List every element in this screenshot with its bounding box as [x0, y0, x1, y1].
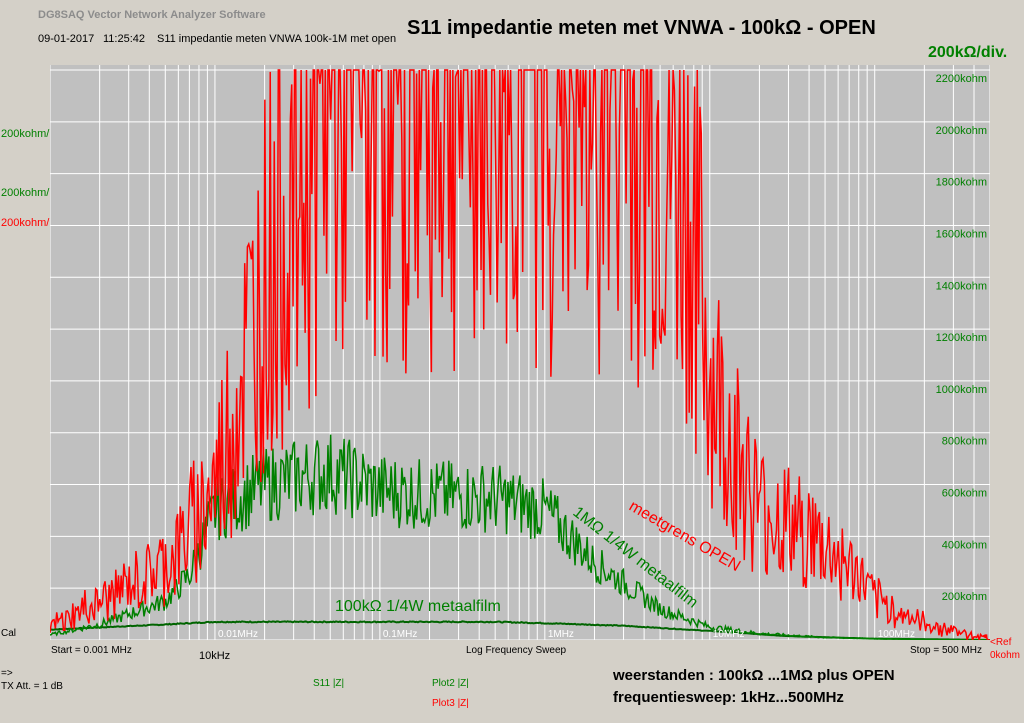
trace-plot2-label[interactable]: Plot2 |Z| — [432, 678, 469, 689]
y-tick-label: 1000kohm — [936, 384, 987, 396]
impedance-chart[interactable]: 0.01MHz 0.1MHz 1MHz 10MHz 100MHz 2200kohm 2000… — [50, 65, 990, 640]
trace-open — [50, 69, 990, 640]
tx-att: TX Att. = 1 dB — [1, 681, 63, 692]
y-tick-label: 200kohm — [942, 591, 987, 603]
x-tick-label: 0.1MHz — [383, 629, 417, 640]
trace-s11-label[interactable]: S11 |Z| — [313, 678, 345, 689]
y-tick-label: 1200kohm — [936, 332, 987, 344]
caption-line2: frequentiesweep: 1kHz...500MHz — [613, 689, 844, 706]
caption-line1: weerstanden : 100kΩ ...1MΩ plus OPEN — [613, 667, 895, 684]
sweep-type: Log Frequency Sweep — [466, 645, 567, 656]
tx-arrow: => — [1, 668, 13, 679]
y-tick-label: 400kohm — [942, 539, 987, 551]
ref-marker: ◄ — [981, 632, 989, 641]
y-tick-label: 1800kohm — [936, 177, 987, 189]
file-label: S11 impedantie meten VNWA 100k-1M met op… — [157, 33, 397, 45]
annotation-100k: 100kΩ 1/4W metaalfilm — [335, 598, 501, 615]
y-tick-label: 2200kohm — [936, 73, 987, 85]
y-tick-label: 800kohm — [942, 436, 987, 448]
app-title: DG8SAQ Vector Network Analyzer Software — [38, 9, 266, 21]
y-tick-label: 600kohm — [942, 488, 987, 500]
x-tick-label: 1MHz — [548, 629, 574, 640]
y-tick-label: 1600kohm — [936, 228, 987, 240]
sweep-start: Start = 0.001 MHz — [51, 645, 132, 656]
main-title: S11 impedantie meten met VNWA - 100kΩ - … — [407, 17, 876, 39]
x-tick-label: 100MHz — [878, 629, 915, 640]
y-tick-label: 2000kohm — [936, 125, 987, 137]
y-tick-label: 1400kohm — [936, 280, 987, 292]
cal-label: Cal — [1, 628, 17, 639]
scale-label: 200kΩ/div. — [928, 44, 1008, 61]
trace-scale-label: 200kohm/ — [1, 217, 50, 229]
trace-plot3-label[interactable]: Plot3 |Z| — [432, 698, 469, 709]
x-tick-label: 10MHz — [713, 629, 745, 640]
trace-scale-label: 200kohm/ — [1, 128, 50, 140]
ref-value: 0kohm — [990, 650, 1021, 661]
x-tick-label: 0.01MHz — [218, 629, 258, 640]
marker-10k: 10kHz — [199, 650, 231, 662]
sweep-stop: Stop = 500 MHz — [910, 645, 982, 656]
date-text: 09-01-2017 — [38, 33, 95, 45]
ref-label: <Ref — [990, 637, 1012, 648]
time-text: 11:25:42 — [103, 33, 146, 45]
tick-labels: 0.01MHz 0.1MHz 1MHz 10MHz 100MHz 2200kohm 2000… — [218, 73, 987, 640]
traces — [50, 69, 990, 640]
trace-scale-label: 200kohm/ — [1, 187, 50, 199]
